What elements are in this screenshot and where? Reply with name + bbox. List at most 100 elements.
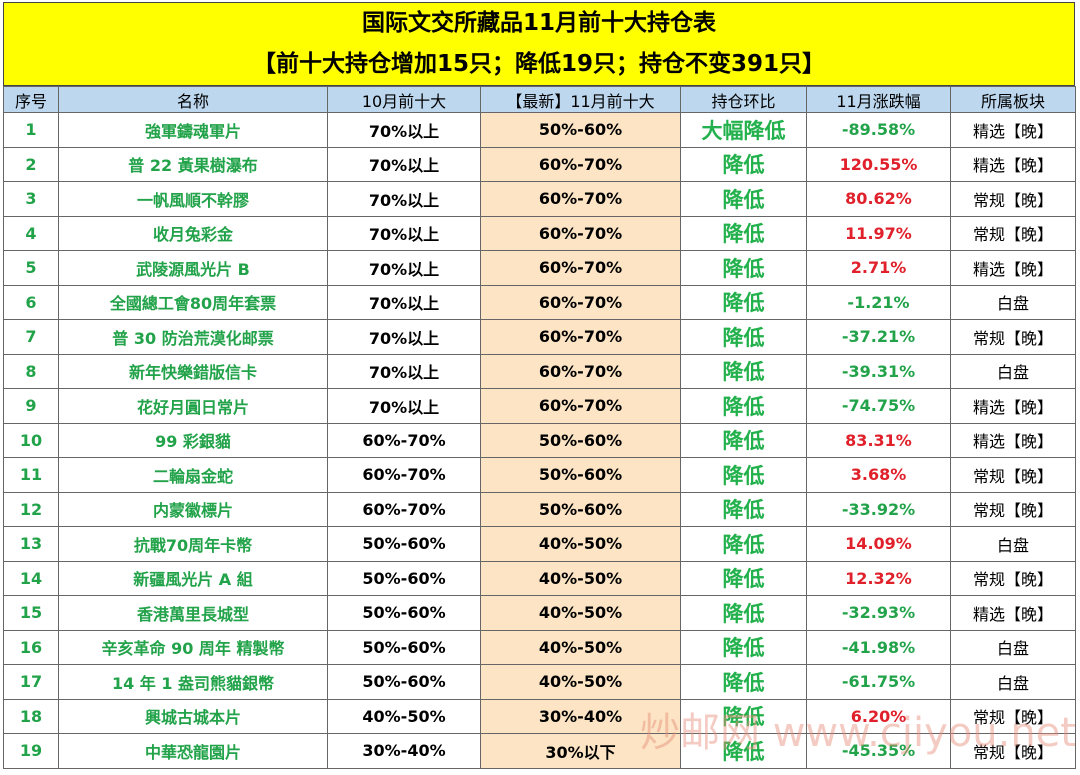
table-cell: 降低 bbox=[680, 698, 807, 734]
table-cell: 60%-70% bbox=[480, 181, 681, 217]
table-cell: 新疆風光片 A 組 bbox=[58, 560, 328, 596]
table-cell: 精选【晚】 bbox=[950, 422, 1076, 458]
table-cell: 12 bbox=[3, 491, 59, 527]
table-cell: 40%-50% bbox=[480, 560, 681, 596]
table-cell: 常规【晚】 bbox=[950, 181, 1076, 217]
table-cell: 14 年 1 盎司熊貓銀幣 bbox=[58, 664, 328, 700]
table-row: 3 一帆風順不幹膠 70%以上 60%-70% 降低 80.62% 常规【晚】 bbox=[3, 181, 1076, 217]
table-cell: 白盘 bbox=[950, 284, 1076, 320]
table-cell: 40%-50% bbox=[327, 698, 481, 734]
table-cell: 白盘 bbox=[950, 526, 1076, 562]
table-cell: 降低 bbox=[680, 491, 807, 527]
table-cell: 120.55% bbox=[806, 146, 951, 182]
table-cell: 17 bbox=[3, 664, 59, 700]
table-cell: 常规【晚】 bbox=[950, 215, 1076, 251]
column-header: 11月涨跌幅 bbox=[806, 86, 951, 113]
table-cell: 60%-70% bbox=[480, 146, 681, 182]
table-row: 9 花好月圓日常片 70%以上 60%-70% 降低 -74.75% 精选【晚】 bbox=[3, 388, 1076, 424]
table-cell: 30%-40% bbox=[327, 733, 481, 769]
column-header: 所属板块 bbox=[950, 86, 1076, 113]
table-cell: 常规【晚】 bbox=[950, 733, 1076, 769]
table-cell: 新年快樂錯版信卡 bbox=[58, 353, 328, 389]
table-cell: 7 bbox=[3, 319, 59, 355]
sheet: 国际文交所藏品11月前十大持仓表 【前十大持仓增加15只；降低19只；持仓不变3… bbox=[3, 2, 1076, 769]
table-cell: 15 bbox=[3, 595, 59, 631]
table-cell: -32.93% bbox=[806, 595, 951, 631]
column-header: 10月前十大 bbox=[327, 86, 481, 113]
table-cell: -33.92% bbox=[806, 491, 951, 527]
table-cell: -41.98% bbox=[806, 629, 951, 665]
table-cell: 降低 bbox=[680, 560, 807, 596]
table-cell: 精选【晚】 bbox=[950, 250, 1076, 286]
table-cell: 60%-70% bbox=[480, 215, 681, 251]
table-cell: 常规【晚】 bbox=[950, 560, 1076, 596]
table-cell: 精选【晚】 bbox=[950, 146, 1076, 182]
table-cell: 70%以上 bbox=[327, 250, 481, 286]
table-row: 4 收月兔彩金 70%以上 60%-70% 降低 11.97% 常规【晚】 bbox=[3, 215, 1076, 251]
table-cell: 降低 bbox=[680, 146, 807, 182]
table-row: 16 辛亥革命 90 周年 精製幣 50%-60% 40%-50% 降低 -41.98% 白… bbox=[3, 629, 1076, 665]
table-cell: 60%-70% bbox=[480, 319, 681, 355]
table-cell: 内蒙徽標片 bbox=[58, 491, 328, 527]
table-cell: 12.32% bbox=[806, 560, 951, 596]
table-cell: -37.21% bbox=[806, 319, 951, 355]
table-cell: 70%以上 bbox=[327, 388, 481, 424]
table-row: 5 武陵源風光片 B 70%以上 60%-70% 降低 2.71% 精选【晚】 bbox=[3, 250, 1076, 286]
table-cell: 60%-70% bbox=[327, 422, 481, 458]
table-cell: 白盘 bbox=[950, 664, 1076, 700]
table-cell: 70%以上 bbox=[327, 284, 481, 320]
table-cell: 白盘 bbox=[950, 353, 1076, 389]
table-cell: -89.58% bbox=[806, 112, 951, 148]
table-cell: 60%-70% bbox=[327, 491, 481, 527]
table-row: 8 新年快樂錯版信卡 70%以上 60%-70% 降低 -39.31% 白盘 bbox=[3, 353, 1076, 389]
table-cell: 50%-60% bbox=[480, 112, 681, 148]
table-row: 18 興城古城本片 40%-50% 30%-40% 降低 6.20% 常规【晚】 bbox=[3, 698, 1076, 734]
title-banner: 国际文交所藏品11月前十大持仓表 【前十大持仓增加15只；降低19只；持仓不变3… bbox=[3, 2, 1075, 86]
table-row: 17 14 年 1 盎司熊貓銀幣 50%-60% 40%-50% 降低 -61.75% 白盘 bbox=[3, 664, 1076, 700]
table-row: 13 抗戰70周年卡幣 50%-60% 40%-50% 降低 14.09% 白盘 bbox=[3, 526, 1076, 562]
table-row: 12 内蒙徽標片 60%-70% 50%-60% 降低 -33.92% 常规【晚】 bbox=[3, 491, 1076, 527]
table-cell: 70%以上 bbox=[327, 146, 481, 182]
table-cell: 降低 bbox=[680, 595, 807, 631]
table-cell: 4 bbox=[3, 215, 59, 251]
table-cell: 大幅降低 bbox=[680, 112, 807, 148]
table-cell: 降低 bbox=[680, 284, 807, 320]
table-cell: 11 bbox=[3, 457, 59, 493]
table-cell: 50%-60% bbox=[327, 664, 481, 700]
table-row: 10 99 彩銀貓 60%-70% 50%-60% 降低 83.31% 精选【晚】 bbox=[3, 422, 1076, 458]
watermark: 炒邮网 www.cjiyou.net bbox=[640, 710, 1076, 756]
table-cell: 降低 bbox=[680, 629, 807, 665]
table-cell: 降低 bbox=[680, 526, 807, 562]
table-cell: 興城古城本片 bbox=[58, 698, 328, 734]
table-cell: 80.62% bbox=[806, 181, 951, 217]
table-cell: 降低 bbox=[680, 457, 807, 493]
table-cell: 70%以上 bbox=[327, 215, 481, 251]
table-cell: 70%以上 bbox=[327, 353, 481, 389]
table-cell: 5 bbox=[3, 250, 59, 286]
table-cell: 香港萬里長城型 bbox=[58, 595, 328, 631]
table-cell: 武陵源風光片 B bbox=[58, 250, 328, 286]
table-cell: -74.75% bbox=[806, 388, 951, 424]
table-cell: 10 bbox=[3, 422, 59, 458]
table-cell: 40%-50% bbox=[480, 664, 681, 700]
table-cell: 降低 bbox=[680, 250, 807, 286]
table-cell: 二輪扇金蛇 bbox=[58, 457, 328, 493]
table-cell: 70%以上 bbox=[327, 181, 481, 217]
table-cell: 60%-70% bbox=[327, 457, 481, 493]
table-cell: 降低 bbox=[680, 319, 807, 355]
table-cell: 16 bbox=[3, 629, 59, 665]
subtitle: 【前十大持仓增加15只；降低19只；持仓不变391只】 bbox=[252, 51, 826, 77]
table-cell: 收月兔彩金 bbox=[58, 215, 328, 251]
table-cell: 40%-50% bbox=[480, 629, 681, 665]
table-cell: 2 bbox=[3, 146, 59, 182]
table-cell: 60%-70% bbox=[480, 388, 681, 424]
column-header: 序号 bbox=[3, 86, 59, 113]
table-cell: 83.31% bbox=[806, 422, 951, 458]
table-cell: 抗戰70周年卡幣 bbox=[58, 526, 328, 562]
column-header: 持仓环比 bbox=[680, 86, 807, 113]
table-cell: 70%以上 bbox=[327, 319, 481, 355]
table-cell: 50%-60% bbox=[327, 629, 481, 665]
table-row: 14 新疆風光片 A 組 50%-60% 40%-50% 降低 12.32% 常规【晚】 bbox=[3, 560, 1076, 596]
